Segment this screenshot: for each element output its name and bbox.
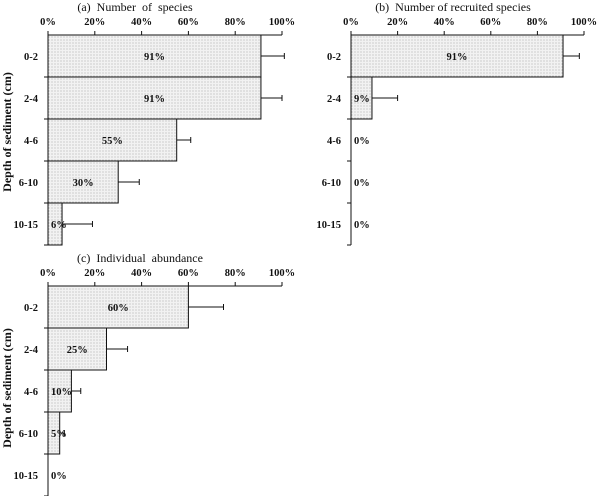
panel-b-title: (b) Number of recruited species: [375, 0, 531, 14]
panel-b-x-tick-label: 60%: [480, 17, 501, 28]
panel-a-y-axis-label: Depth of sediment (cm): [0, 72, 14, 192]
panel-c-x-tick-label: 60%: [178, 268, 199, 279]
panel-a-category-label: 0-2: [24, 52, 38, 63]
panel-a-value-label: 30%: [73, 178, 94, 189]
panel-c: (c) Individual abundance Depth of sedime…: [0, 251, 295, 496]
panel-a-x-tick-label: 0%: [40, 17, 56, 28]
panel-b: (b) Number of recruited species 0% 20% 40%…: [317, 0, 597, 246]
panel-b-category-label: 6-10: [322, 178, 341, 189]
panel-c-x-tick-label: 80%: [225, 268, 246, 279]
panel-b-value-label: 0%: [354, 178, 370, 189]
panel-a-x-tick-label: 40%: [131, 17, 152, 28]
panel-a-category-label: 10-15: [14, 220, 39, 231]
panel-b-x-tick-label: 20%: [387, 17, 408, 28]
panel-a-category-label: 6-10: [19, 178, 38, 189]
panel-b-value-label: 0%: [354, 136, 370, 147]
panel-c-category-label: 4-6: [24, 387, 38, 398]
panel-c-value-label: 25%: [67, 345, 88, 356]
panel-c-value-label: 0%: [51, 471, 67, 482]
panel-b-x-tick-label: 0%: [343, 17, 359, 28]
panel-a-x-tick-label: 80%: [225, 17, 246, 28]
panel-a-value-label: 91%: [144, 52, 165, 63]
panel-b-category-label: 2-4: [327, 94, 342, 105]
panel-a-bar: [47, 118, 178, 162]
panel-c-value-label: 5%: [51, 429, 67, 440]
panel-c-x-tick-label: 0%: [40, 268, 56, 279]
panel-b-x-tick-label: 100%: [571, 17, 597, 28]
panel-a-bar: [47, 76, 262, 120]
panel-c-category-label: 10-15: [14, 471, 39, 482]
panel-b-value-label: 91%: [447, 52, 468, 63]
panel-a-bar: [47, 160, 119, 204]
panel-c-x-tick-label: 100%: [269, 268, 295, 279]
panel-a-value-label: 55%: [102, 136, 123, 147]
panel-a: (a) Number of species Depth of sediment …: [0, 0, 295, 246]
panel-a-category-label: 2-4: [24, 94, 39, 105]
panel-b-category-label: 0-2: [327, 52, 341, 63]
panel-a-plot: 0% 20% 40% 60% 80% 100% 0-2 91% 2-4 91% 4-6 55% 6-10…: [14, 17, 295, 246]
panel-a-x-tick-label: 60%: [178, 17, 199, 28]
panel-c-plot: 0% 20% 40% 60% 80% 100% 0-2 60% 2-4 25% 4-6 10% 6-10…: [14, 268, 295, 496]
panel-b-category-label: 4-6: [327, 136, 341, 147]
panel-b-bar: [350, 34, 564, 78]
panel-c-category-label: 6-10: [19, 429, 38, 440]
panel-c-bar: [47, 285, 189, 329]
panel-a-title: (a) Number of species: [77, 0, 193, 14]
panel-b-x-tick-label: 80%: [527, 17, 548, 28]
panel-c-value-label: 60%: [108, 303, 129, 314]
panel-b-value-label: 0%: [354, 220, 370, 231]
panel-a-value-label: 6%: [51, 220, 67, 231]
panel-b-category-label: 10-15: [317, 220, 342, 231]
panel-c-category-label: 2-4: [24, 345, 39, 356]
panel-b-x-tick-label: 40%: [434, 17, 455, 28]
panel-b-plot: 0% 20% 40% 60% 80% 100% 0-2 91% 2-4 9% 4-6 0% 6-10 0%…: [317, 17, 597, 246]
panel-c-value-label: 10%: [51, 387, 72, 398]
panel-a-value-label: 91%: [144, 94, 165, 105]
panel-c-category-label: 0-2: [24, 303, 38, 314]
panel-c-y-axis-label: Depth of sediment (cm): [0, 328, 14, 448]
panel-b-value-label: 9%: [354, 94, 370, 105]
panel-c-title: (c) Individual abundance: [77, 251, 203, 265]
panel-c-x-tick-label: 40%: [131, 268, 152, 279]
panel-a-x-tick-label: 20%: [84, 17, 105, 28]
panel-a-x-tick-label: 100%: [269, 17, 295, 28]
panel-c-x-tick-label: 20%: [84, 268, 105, 279]
panel-a-category-label: 4-6: [24, 136, 38, 147]
